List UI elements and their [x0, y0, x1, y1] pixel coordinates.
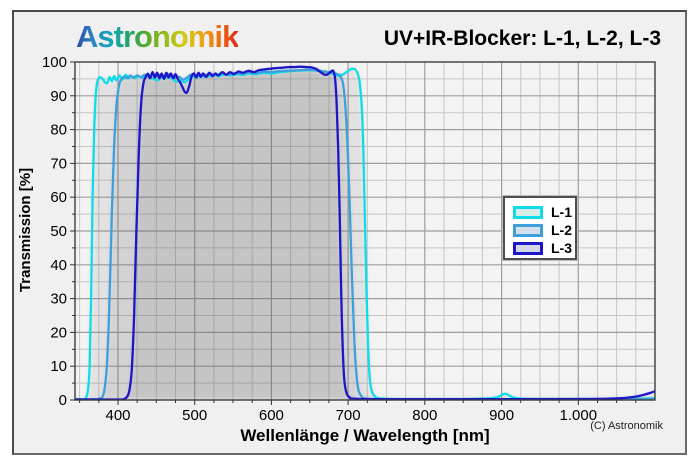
x-tick-label: 700 [336, 407, 361, 424]
legend-swatch-l3 [513, 241, 543, 255]
y-tick-label: 80 [50, 122, 67, 139]
legend-label-l3: L-3 [551, 240, 572, 256]
y-tick-label: 100 [42, 54, 67, 71]
y-tick-label: 90 [50, 88, 67, 105]
legend-item-l1: L-1 [513, 203, 575, 221]
x-axis-title: Wellenlänge / Wavelength [nm] [240, 426, 490, 445]
curves-group [75, 65, 655, 400]
legend-swatch-l1 [513, 205, 543, 219]
y-axis-title: Transmission [%] [17, 167, 34, 293]
legend-swatch-l2 [513, 223, 543, 237]
legend-label-l1: L-1 [551, 204, 572, 220]
x-tick-label: 500 [182, 407, 207, 424]
x-tick-label: 800 [412, 407, 437, 424]
legend: L-1 L-2 L-3 [502, 195, 578, 261]
chart-title: UV+IR-Blocker: L-1, L-2, L-3 [383, 27, 661, 50]
legend-label-l2: L-2 [551, 222, 572, 238]
y-tick-label: 30 [50, 291, 67, 308]
y-tick-label: 70 [50, 155, 67, 172]
curve-l-3 [75, 65, 655, 400]
legend-item-l3: L-3 [513, 239, 575, 257]
y-tick-label: 50 [50, 223, 67, 240]
copyright-text: (C) Astronomik [590, 420, 663, 432]
chart-panel: 400 500 600 700 800 900 1.000 0 10 20 30 40 50 60 70 80… [12, 10, 687, 455]
x-tick-label: 400 [105, 407, 130, 424]
y-tick-label: 0 [59, 392, 67, 409]
y-tick-label: 40 [50, 257, 67, 274]
x-tick-label: 900 [489, 407, 514, 424]
fills-group [75, 66, 655, 400]
y-tick-label: 10 [50, 358, 67, 375]
area-fill-l-3 [75, 66, 655, 400]
x-tick-label: 600 [259, 407, 284, 424]
y-tick-label: 60 [50, 189, 67, 206]
astronomik-logo: Astronomik [76, 19, 239, 54]
x-tick-label: 1.000 [560, 407, 598, 424]
y-tick-label: 20 [50, 324, 67, 341]
transmission-plot: 400 500 600 700 800 900 1.000 0 10 20 30 40 50 60 70 80… [42, 54, 656, 424]
legend-item-l2: L-2 [513, 221, 575, 239]
